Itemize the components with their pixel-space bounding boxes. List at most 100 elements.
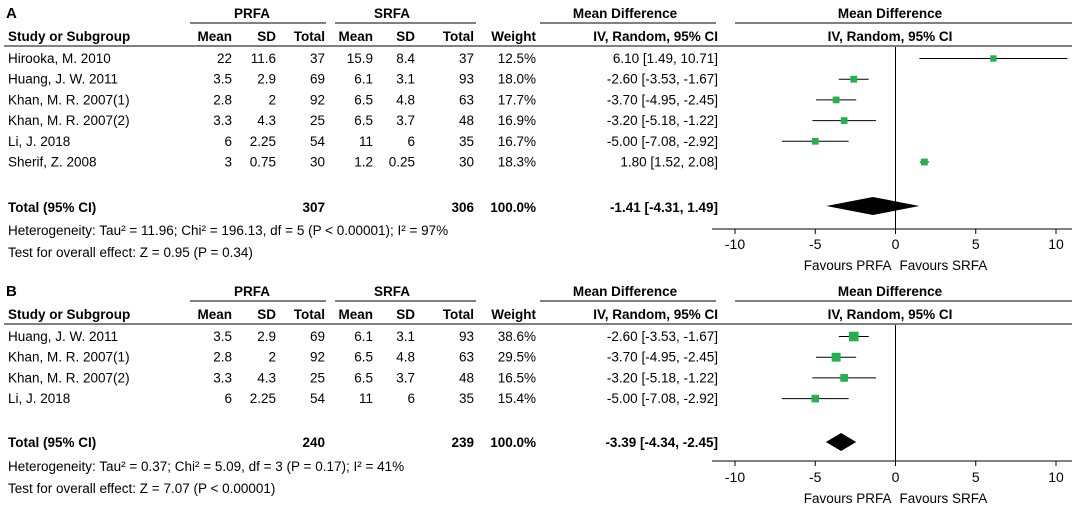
total2: 35 [459, 134, 474, 149]
table-row: Khan, M. R. 2007(2) 3.3 4.3 25 6.5 3.7 48 16.5%… [8, 370, 718, 385]
x-tick-label: 0 [892, 236, 900, 252]
heterogeneity-text: Heterogeneity: Tau² = 11.96; Chi² = 196.… [8, 223, 448, 238]
x-tick-label: -5 [809, 469, 822, 485]
weight: 12.5% [498, 51, 536, 66]
sd2: 3.7 [396, 113, 415, 128]
total-n2: 306 [451, 200, 474, 215]
total-n1: 240 [302, 435, 325, 450]
sd1: 2.9 [257, 329, 276, 344]
study-name: Li, J. 2018 [8, 134, 70, 149]
total-weight: 100.0% [490, 435, 536, 450]
total2: 37 [459, 51, 474, 66]
sd1: 4.3 [257, 113, 276, 128]
col-mean2: Mean [338, 29, 373, 44]
total1: 69 [310, 329, 325, 344]
total1: 30 [310, 155, 325, 170]
mean2: 11 [359, 391, 373, 406]
mean1: 3.3 [213, 370, 232, 385]
favours-right: Favours SRFA [900, 258, 988, 273]
group2-header: SRFA [374, 6, 410, 21]
study-name: Khan, M. R. 2007(2) [8, 113, 130, 128]
table-row: Khan, M. R. 2007(2) 3.3 4.3 25 6.5 3.7 48 16.9%… [8, 113, 718, 128]
study-name: Huang, J. W. 2011 [8, 329, 118, 344]
table-row: Huang, J. W. 2011 3.5 2.9 69 6.1 3.1 93 38.6% -2… [8, 329, 718, 344]
total1: 92 [310, 92, 325, 107]
mean2: 6.5 [354, 113, 373, 128]
panel-b: B PRFA SRFA Mean Difference Mean Difference S… [4, 283, 1072, 506]
mean2: 6.5 [354, 350, 373, 365]
mean1: 3.3 [213, 113, 232, 128]
total2: 93 [459, 72, 474, 87]
md-ci: -2.60 [-3.53, -1.67] [607, 72, 718, 87]
table-row: Hirooka, M. 2010 22 11.6 37 15.9 8.4 37 12.5% 6.… [8, 51, 718, 66]
plot-col-ci: IV, Random, 95% CI [828, 307, 953, 322]
total1: 54 [310, 391, 326, 406]
table-row: Li, J. 2018 6 2.25 54 11 6 35 15.4% -5.00 [-7.08… [8, 391, 718, 406]
x-tick-label: 10 [1048, 469, 1064, 485]
x-tick-label: 5 [972, 469, 980, 485]
overall-effect-text: Test for overall effect: Z = 7.07 (P < 0… [8, 481, 275, 496]
plot-col-ci: IV, Random, 95% CI [828, 29, 953, 44]
mean2: 6.1 [354, 72, 373, 87]
panel-label: B [6, 283, 17, 300]
study-name: Khan, M. R. 2007(1) [8, 92, 130, 107]
col-sd1: SD [257, 29, 276, 44]
study-name: Huang, J. W. 2011 [8, 72, 118, 87]
mean1: 22 [217, 51, 232, 66]
x-tick-label: -5 [809, 236, 822, 252]
col-mean1: Mean [197, 29, 232, 44]
study-marker [990, 55, 997, 62]
mean2: 6.1 [354, 329, 373, 344]
panel-label: A [6, 5, 17, 22]
mean2: 15.9 [347, 51, 373, 66]
col-total2: Total [443, 307, 474, 322]
md-ci: -3.20 [-5.18, -1.22] [607, 370, 718, 385]
x-tick-label: -10 [725, 236, 745, 252]
sd2: 0.25 [389, 155, 415, 170]
study-name: Sherif, Z. 2008 [8, 155, 97, 170]
total1: 25 [310, 113, 325, 128]
col-total2: Total [443, 29, 474, 44]
sd1: 2 [268, 350, 276, 365]
md-ci: 6.10 [1.49, 10.71] [613, 51, 718, 66]
study-marker [850, 75, 858, 83]
pooled-diamond [825, 433, 857, 451]
total-label: Total (95% CI) [8, 435, 96, 450]
col-ci: IV, Random, 95% CI [593, 29, 718, 44]
total-n1: 307 [302, 200, 325, 215]
md-ci: -3.70 [-4.95, -2.45] [607, 350, 718, 365]
col-sd2: SD [396, 29, 415, 44]
md-ci: -3.20 [-5.18, -1.22] [607, 113, 718, 128]
col-sd2: SD [396, 307, 415, 322]
total2: 48 [459, 113, 474, 128]
study-name: Li, J. 2018 [8, 391, 70, 406]
md-table-header: Mean Difference [573, 284, 678, 299]
sd2: 3.7 [396, 370, 415, 385]
table-row: Huang, J. W. 2011 3.5 2.9 69 6.1 3.1 93 18.0% -2… [8, 72, 718, 87]
study-name: Khan, M. R. 2007(2) [8, 370, 130, 385]
sd2: 3.1 [396, 329, 415, 344]
pooled-diamond [826, 197, 920, 215]
total-weight: 100.0% [490, 200, 536, 215]
col-study: Study or Subgroup [8, 307, 130, 322]
table-row: Khan, M. R. 2007(1) 2.8 2 92 6.5 4.8 63 17.7% -3… [8, 92, 718, 107]
weight: 18.3% [498, 155, 536, 170]
col-sd1: SD [257, 307, 276, 322]
study-name: Khan, M. R. 2007(1) [8, 350, 130, 365]
group1-header: PRFA [234, 284, 270, 299]
group1-header: PRFA [234, 6, 270, 21]
sd2: 8.4 [396, 51, 415, 66]
sd1: 4.3 [257, 370, 276, 385]
sd2: 4.8 [396, 92, 415, 107]
x-tick-label: -10 [725, 469, 745, 485]
heterogeneity-text: Heterogeneity: Tau² = 0.37; Chi² = 5.09,… [8, 459, 404, 474]
study-name: Hirooka, M. 2010 [8, 51, 111, 66]
col-total1: Total [294, 307, 325, 322]
study-marker [840, 117, 848, 124]
sd1: 2.9 [257, 72, 276, 87]
sd1: 11.6 [251, 51, 276, 66]
md-ci: -5.00 [-7.08, -2.92] [607, 134, 718, 149]
favours-left: Favours PRFA [804, 258, 892, 273]
panel-a: A PRFA SRFA Mean Difference Mean Difference S… [4, 5, 1072, 273]
